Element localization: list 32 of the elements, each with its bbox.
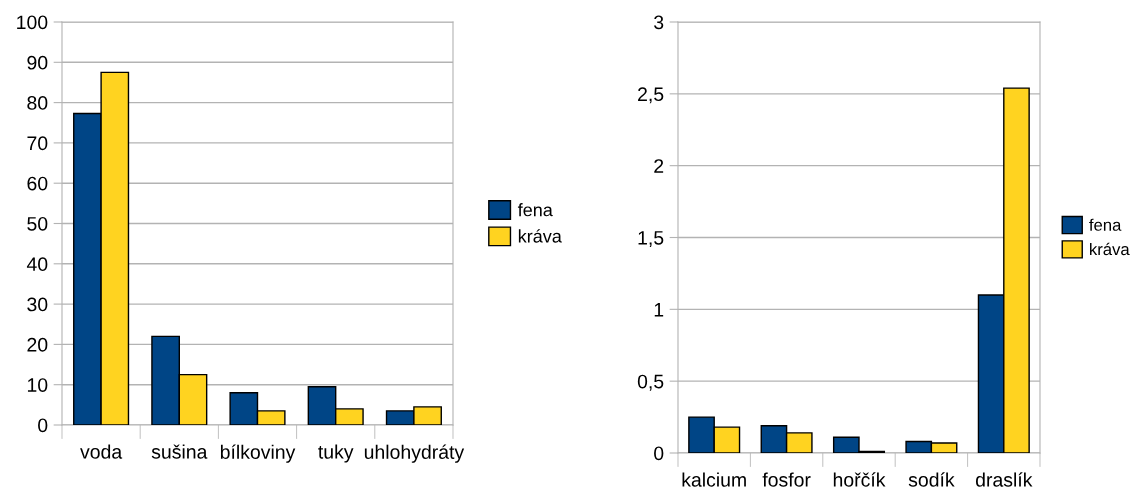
y-tick-label: 0,5 (637, 374, 664, 391)
legend-label: fena (517, 203, 553, 217)
legend-label: kráva (1090, 242, 1130, 256)
y-tick-label: 10 (27, 378, 48, 392)
x-tick-label: tuky (318, 444, 354, 463)
y-tick-label: 60 (27, 176, 48, 191)
x-tick-label: hořčík (833, 472, 886, 487)
y-tick-label: 70 (27, 136, 48, 151)
y-tick-label: 90 (27, 55, 48, 70)
y-tick-label: 50 (27, 216, 48, 231)
x-tick-label: fosfor (762, 472, 811, 487)
x-tick-label: draslík (975, 472, 1033, 487)
x-tick-label: sušina (151, 444, 208, 459)
y-tick-label: 1 (654, 303, 664, 317)
x-tick-label: voda (80, 444, 123, 459)
x-tick-label: uhlohydráty (364, 444, 465, 463)
x-tick-label: bílkoviny (220, 444, 296, 463)
x-tick-label: sodík (908, 472, 955, 487)
legend-label: fena (1089, 218, 1122, 231)
y-tick-label: 80 (27, 96, 48, 110)
y-tick-label: 20 (27, 337, 48, 352)
y-tick-label: 0 (38, 418, 48, 433)
y-tick-label: 2 (654, 159, 664, 173)
y-tick-label: 0 (654, 446, 664, 461)
legend-label: kráva (518, 229, 562, 243)
y-tick-label: 30 (27, 297, 48, 312)
y-tick-label: 1,5 (638, 231, 664, 248)
y-tick-label: 3 (654, 15, 664, 30)
y-tick-label: 100 (17, 15, 48, 30)
y-tick-label: 2,5 (638, 87, 664, 104)
y-tick-label: 40 (26, 257, 48, 272)
x-tick-label: kalcium (682, 472, 746, 487)
